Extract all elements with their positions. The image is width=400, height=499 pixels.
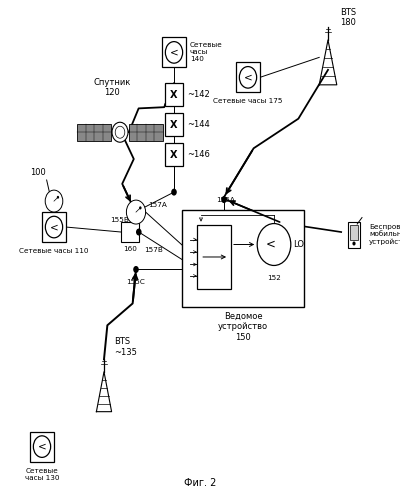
Text: ~142: ~142 — [187, 90, 210, 99]
Circle shape — [136, 229, 142, 236]
Text: 155A: 155A — [216, 197, 235, 203]
Circle shape — [112, 122, 128, 142]
Bar — [165, 143, 183, 166]
Circle shape — [139, 206, 142, 210]
Text: 152: 152 — [267, 275, 281, 281]
Text: Спутник
120: Спутник 120 — [93, 78, 131, 97]
Circle shape — [257, 224, 291, 265]
Text: <: < — [170, 47, 178, 57]
Circle shape — [352, 242, 356, 246]
Text: Сетевые
часы 130: Сетевые часы 130 — [25, 468, 59, 481]
Text: 155B: 155B — [110, 217, 129, 223]
Circle shape — [171, 189, 177, 196]
Text: ~146: ~146 — [187, 150, 210, 159]
Text: 160: 160 — [123, 246, 137, 252]
Text: 100: 100 — [30, 168, 46, 177]
Bar — [236, 62, 260, 92]
Text: X: X — [170, 90, 178, 100]
Bar — [162, 37, 186, 67]
Bar — [121, 222, 139, 242]
Circle shape — [45, 190, 63, 212]
Bar — [77, 124, 111, 141]
Text: <: < — [244, 72, 252, 82]
Bar — [165, 83, 183, 106]
Text: ~144: ~144 — [187, 120, 210, 129]
Bar — [42, 212, 66, 242]
Text: LO: LO — [293, 240, 304, 249]
Text: X: X — [170, 150, 178, 160]
Bar — [197, 225, 231, 289]
Text: <: < — [266, 238, 276, 251]
Bar — [30, 432, 54, 462]
Circle shape — [133, 266, 139, 273]
Text: Фиг. 2: Фиг. 2 — [184, 478, 216, 488]
Circle shape — [33, 436, 51, 458]
Text: Сетевые часы 175: Сетевые часы 175 — [213, 98, 283, 104]
Circle shape — [165, 41, 183, 63]
Circle shape — [57, 196, 59, 199]
Text: BTS
~135: BTS ~135 — [114, 337, 137, 357]
Bar — [165, 113, 183, 136]
Circle shape — [126, 200, 146, 224]
Circle shape — [115, 126, 125, 138]
Text: 155C: 155C — [126, 279, 146, 285]
Text: Сетевые
часы
140: Сетевые часы 140 — [190, 42, 223, 62]
Bar — [350, 225, 358, 240]
Text: 157B: 157B — [144, 247, 163, 253]
Circle shape — [221, 196, 227, 203]
Text: X: X — [170, 120, 178, 130]
Text: Сетевые часы 110: Сетевые часы 110 — [19, 248, 89, 254]
Circle shape — [45, 216, 63, 238]
Bar — [348, 222, 360, 248]
Text: Беспроводное
мобильное
устройство: Беспроводное мобильное устройство — [369, 224, 400, 245]
Text: <: < — [38, 442, 46, 452]
Bar — [129, 124, 163, 141]
Text: <: < — [50, 222, 58, 232]
Bar — [182, 210, 304, 307]
Text: BTS
180: BTS 180 — [340, 8, 356, 27]
Circle shape — [239, 66, 257, 88]
Text: 157A: 157A — [148, 202, 167, 208]
Text: Ведомое
устройство
150: Ведомое устройство 150 — [218, 312, 268, 342]
